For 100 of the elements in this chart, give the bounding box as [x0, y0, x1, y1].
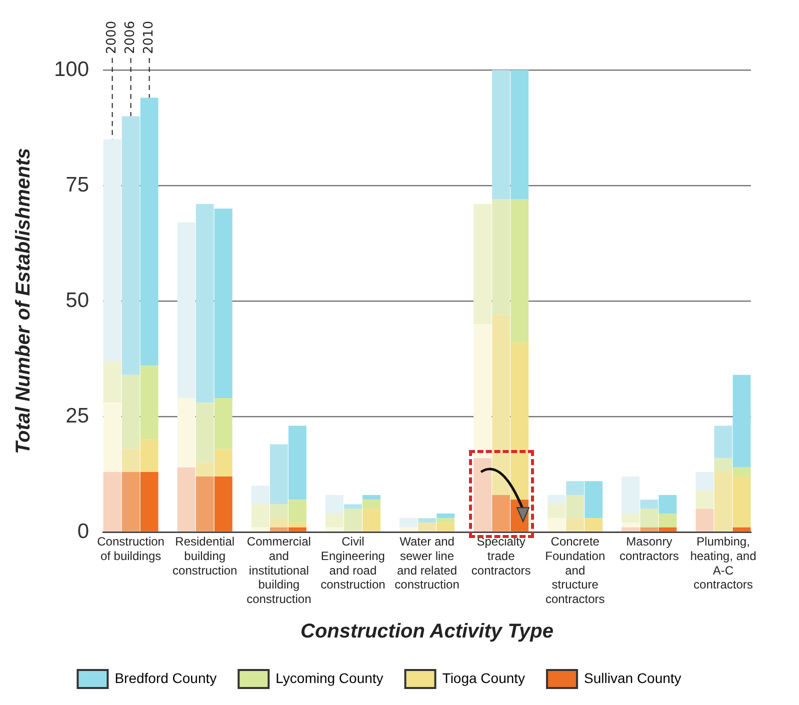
bar	[640, 500, 658, 509]
annotation: 2000	[104, 20, 120, 54]
y-tick-label: 25	[66, 404, 90, 428]
bar	[714, 458, 732, 472]
bar	[510, 199, 529, 343]
bar	[732, 527, 751, 532]
bar	[658, 527, 677, 532]
legend-label: Lycoming County	[276, 670, 384, 686]
bar	[714, 472, 732, 532]
bar	[140, 472, 158, 532]
bar	[510, 342, 529, 500]
bar	[214, 398, 232, 449]
legend-label: Bredford County	[114, 670, 217, 686]
bar	[270, 527, 288, 532]
bar	[214, 476, 232, 532]
bar	[362, 508, 380, 532]
bar	[103, 472, 122, 532]
bar	[325, 495, 344, 514]
bar	[325, 514, 344, 528]
bar	[251, 504, 270, 528]
y-tick-label: 75	[66, 173, 90, 196]
bar	[474, 204, 492, 324]
bar	[566, 481, 584, 496]
x-tick-label: Civil Engineering and road construction	[320, 534, 386, 592]
bar	[640, 508, 658, 528]
bar	[103, 361, 122, 403]
bar	[362, 495, 380, 500]
bar	[140, 440, 158, 472]
bar	[732, 476, 751, 528]
bar	[122, 472, 140, 532]
x-axis-title: Construction Activity Type	[300, 620, 554, 643]
bar	[658, 495, 677, 514]
bar	[696, 472, 714, 490]
bar	[436, 518, 455, 523]
bar	[640, 527, 658, 532]
x-tick-label: Residential building construction	[172, 534, 238, 578]
bar	[103, 139, 122, 362]
x-tick-label: Plumbing, heating, and A-C contractors	[690, 534, 756, 592]
bar	[251, 486, 270, 504]
bar	[584, 481, 603, 518]
bar	[492, 70, 510, 200]
bar	[362, 500, 380, 509]
bar	[732, 467, 751, 477]
x-tick-label: Specialty trade contractors	[471, 534, 531, 578]
bar	[122, 448, 140, 472]
bar	[696, 508, 714, 532]
bar	[325, 527, 344, 532]
y-axis-title: Total Number of Establishments	[12, 148, 35, 454]
bar	[103, 402, 122, 472]
bar	[344, 508, 362, 532]
bar	[732, 374, 751, 468]
legend-label: Sullivan County	[584, 670, 682, 686]
bar	[492, 495, 510, 532]
bar	[177, 222, 196, 398]
bar	[436, 522, 455, 532]
bar	[196, 476, 214, 532]
annotation: 2006	[123, 20, 138, 54]
bar	[548, 495, 566, 504]
x-tick-label: Masonry contractors	[620, 534, 679, 563]
bar	[344, 504, 362, 509]
bar	[584, 518, 603, 532]
bar	[122, 374, 140, 449]
bar	[140, 366, 158, 440]
bar	[622, 527, 640, 532]
bar	[196, 402, 214, 463]
bar	[270, 518, 288, 528]
bar	[122, 116, 140, 375]
bar	[714, 426, 732, 458]
y-tick-label: 0	[77, 520, 90, 543]
y-tick-label: 100	[54, 58, 90, 81]
bar	[288, 500, 306, 523]
bar	[566, 495, 584, 518]
bar	[492, 314, 510, 496]
bar	[566, 518, 584, 532]
x-tick-label: Construction of buildings	[97, 534, 164, 563]
bar	[288, 527, 306, 532]
bar	[510, 70, 529, 200]
x-tick-label: Commercial and institutional building construction	[246, 534, 312, 606]
legend-label: Tioga County	[442, 670, 526, 686]
annotation: 2010	[142, 20, 157, 54]
bar	[196, 204, 214, 403]
bar	[474, 458, 492, 532]
bar	[548, 504, 566, 518]
bar	[492, 199, 510, 315]
bar	[658, 514, 677, 528]
bar	[214, 448, 232, 477]
bar	[214, 208, 232, 398]
bar	[400, 518, 418, 528]
bar	[400, 527, 418, 532]
bar	[251, 527, 270, 532]
bar	[288, 522, 306, 528]
bar	[696, 490, 714, 509]
bar	[418, 522, 436, 532]
x-tick-label: Concrete Foundation and structure contractors	[545, 534, 606, 606]
bar	[177, 467, 196, 532]
bar	[418, 518, 436, 523]
bar	[196, 462, 214, 477]
x-tick-label: Water and sewer line and related construction	[394, 534, 460, 592]
bar	[177, 398, 196, 468]
bar	[288, 426, 306, 500]
